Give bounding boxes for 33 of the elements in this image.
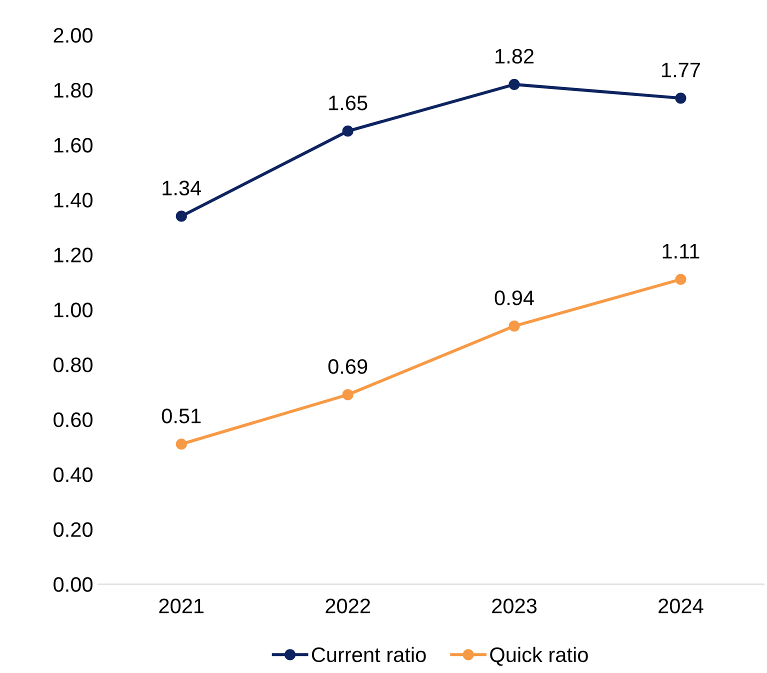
y-tick-label: 0.80 — [54, 358, 93, 372]
y-tick-label: 1.40 — [54, 192, 93, 208]
y-tick-label: 1.60 — [54, 138, 93, 153]
legend-label: Current ratio — [312, 646, 426, 662]
point — [176, 210, 187, 222]
legend-label: Quick ratio — [490, 646, 588, 666]
x-tick-label: 2024 — [658, 598, 704, 614]
x-tick-label: 2022 — [326, 598, 370, 614]
y-tick-label: 1.00 — [54, 302, 93, 318]
data-label: 0.51 — [162, 408, 201, 424]
point — [675, 274, 686, 285]
data-label: 1.82 — [496, 48, 534, 64]
data-label: 0.69 — [328, 359, 368, 374]
data-label: 1.11 — [662, 244, 700, 258]
y-tick-label: 0.00 — [54, 577, 93, 592]
y-tick-label: 2.00 — [54, 28, 93, 43]
y-tick-label: 0.40 — [54, 467, 93, 482]
data-label: 1.65 — [329, 96, 368, 110]
point — [342, 389, 354, 400]
point — [508, 78, 520, 90]
data-label: 0.94 — [494, 290, 534, 306]
y-tick-label: 0.60 — [54, 412, 93, 428]
x-tick-label: 2021 — [159, 598, 204, 614]
point — [342, 126, 354, 137]
point — [508, 320, 520, 332]
point — [675, 92, 686, 104]
y-tick-label: 0.20 — [54, 522, 93, 537]
data-label: 1.34 — [162, 180, 202, 196]
x-tick-label: 2023 — [492, 598, 537, 614]
y-tick-label: 1.20 — [54, 248, 93, 262]
point — [176, 438, 187, 450]
data-label: 1.77 — [662, 62, 700, 78]
y-tick-label: 1.80 — [54, 82, 93, 98]
